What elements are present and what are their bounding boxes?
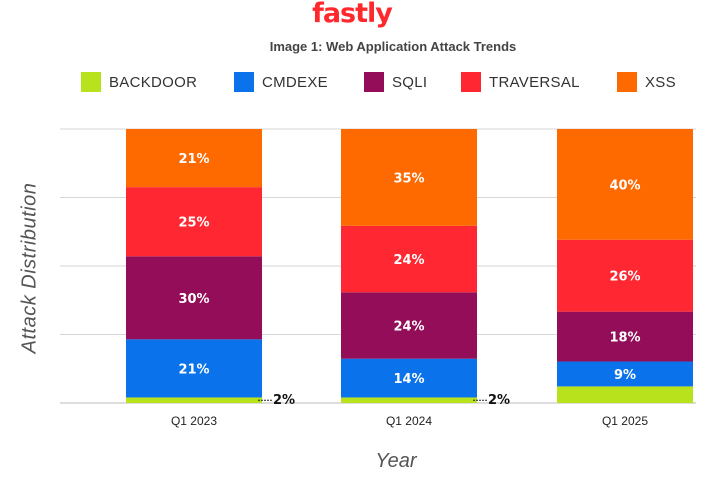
logo-text: fastly [312,0,393,29]
data-label: 30% [178,292,209,307]
legend-swatch [617,72,637,92]
legend-swatch [81,72,101,92]
chart-legend: BACKDOOR CMDEXE SQLI TRAVERSAL XSS [0,70,704,94]
data-label: 24% [393,320,424,335]
bar-segment-traversal-q1-2023 [126,187,262,257]
data-label: 40% [609,178,640,193]
legend-item-sqli: SQLI [364,70,427,94]
bar-segment-backdoor-q1-2024 [341,397,477,403]
data-label: 9% [614,368,636,383]
bar-segment-sqli-q1-2023 [126,256,262,340]
data-label: 14% [393,372,424,387]
data-label: 35% [393,171,424,186]
bar-segment-traversal-q1-2024 [341,225,477,293]
data-label: 21% [178,362,209,377]
legend-label: BACKDOOR [109,73,198,91]
bar-segment-xss-q1-2025 [557,129,693,240]
y-axis-label: Attack Distribution [18,182,41,354]
bar-segment-xss-q1-2023 [126,129,262,188]
x-tick-label: Q1 2024 [386,414,432,428]
fastly-logo: fastly [0,0,704,34]
bar-segment-backdoor-q1-2023 [126,397,262,403]
x-axis-label: Year [375,450,417,472]
data-label: 2% [273,393,295,408]
legend-item-xss: XSS [617,70,676,94]
chart-title: Image 1: Web Application Attack Trends [269,39,517,54]
bar-segment-xss-q1-2024 [341,129,477,226]
legend-item-backdoor: BACKDOOR [81,70,197,94]
bar-segment-cmdexe-q1-2024 [341,358,477,398]
legend-label: CMDEXE [262,73,328,91]
data-label: 25% [178,216,209,231]
legend-label: SQLI [392,73,428,91]
legend-item-traversal: TRAVERSAL [461,70,580,94]
legend-swatch [234,72,254,92]
data-label: 26% [609,270,640,285]
bar-segment-cmdexe-q1-2025 [557,361,693,387]
data-label: 21% [178,152,209,167]
bar-segment-sqli-q1-2024 [341,292,477,359]
legend-swatch [461,72,481,92]
bar-segment-traversal-q1-2025 [557,239,693,312]
x-tick-label: Q1 2023 [171,414,217,428]
bar-segment-sqli-q1-2025 [557,311,693,362]
x-tick-label: Q1 2025 [602,414,648,428]
legend-label: TRAVERSAL [489,73,580,91]
bar-segment-cmdexe-q1-2023 [126,339,262,398]
data-label: 2% [488,393,510,408]
data-label: 18% [609,331,640,346]
data-label: 24% [393,253,424,268]
legend-item-cmdexe: CMDEXE [234,70,328,94]
legend-swatch [364,72,384,92]
legend-label: XSS [645,73,676,91]
bar-segment-backdoor-q1-2025 [557,386,693,403]
